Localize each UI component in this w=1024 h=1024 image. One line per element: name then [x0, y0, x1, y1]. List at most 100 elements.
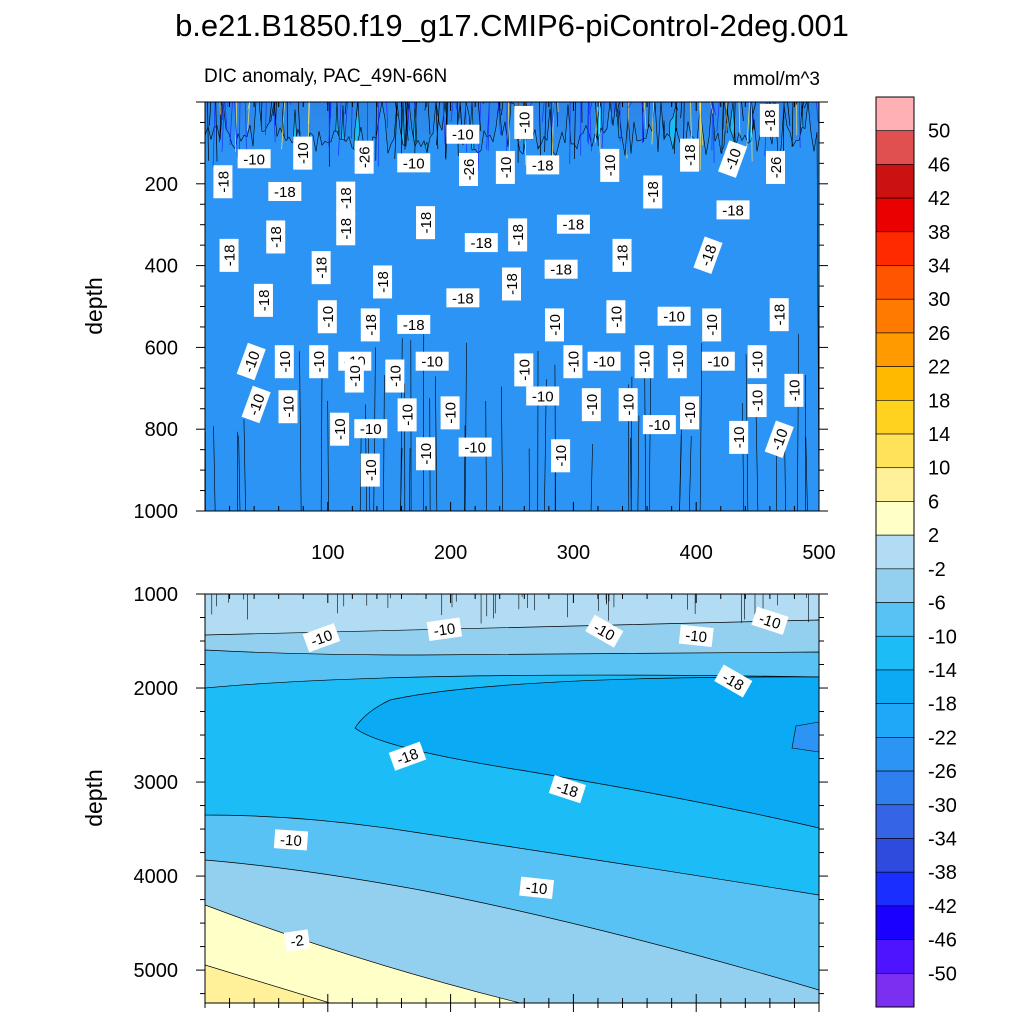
upper-contour-label-box — [502, 267, 521, 301]
upper-surface-streak — [699, 102, 701, 146]
upper-contour-label: -10 — [563, 345, 583, 379]
upper-contour-label-text: -18 — [510, 224, 527, 246]
upper-contour-label: -10 — [354, 419, 388, 439]
upper-contour-label-text: -10 — [332, 418, 349, 440]
upper-contour-label-text: -10 — [553, 445, 570, 467]
upper-deep-streak — [805, 437, 808, 511]
upper-contour-label-box — [563, 345, 583, 379]
lower-contour-label-box — [585, 614, 624, 648]
upper-deep-streak — [501, 386, 503, 511]
upper-contour-label-text: -18 — [338, 218, 355, 240]
upper-deep-streak — [699, 343, 703, 511]
colorbar-tick-label: 22 — [928, 357, 950, 379]
upper-contour-label-box — [446, 124, 480, 144]
upper-surface-streak — [628, 102, 632, 108]
upper-contour-label: -10 — [309, 345, 329, 379]
upper-contour-label-box — [336, 181, 356, 215]
upper-contour-label-text: -18 — [375, 271, 392, 293]
upper-contour-label-box — [373, 265, 393, 299]
upper-surface-streak — [726, 102, 729, 124]
colorbar-tick-label: 50 — [928, 121, 950, 143]
upper-contour-label: -18 — [612, 238, 632, 272]
upper-contour-label-box — [606, 300, 626, 334]
upper-contour-label-text: -26 — [768, 157, 785, 179]
upper-contour-label-box — [747, 345, 767, 379]
colorbar-swatch — [875, 467, 915, 502]
colorbar-tick-label: 34 — [928, 256, 950, 278]
upper-surface-streak — [427, 102, 431, 135]
upper-contour-label: -18 — [643, 175, 663, 209]
upper-contour-label: -10 — [458, 437, 492, 457]
upper-surface-streak — [712, 102, 715, 163]
upper-contour-label-text: -18 — [645, 181, 662, 203]
upper-contour-label: -18 — [416, 206, 436, 240]
upper-contour-label: -18 — [446, 288, 480, 308]
upper-surface-streak — [487, 102, 490, 151]
upper-surface-streak — [375, 102, 377, 161]
upper-contour-label: -10 — [680, 396, 700, 430]
upper-deep-streak — [359, 425, 362, 511]
upper-contour-label-box — [330, 412, 350, 446]
upper-contour-label-box — [759, 103, 779, 137]
colorbar-swatch — [875, 568, 915, 603]
upper-surface-streak — [699, 102, 704, 146]
upper-contour-label: -18 — [311, 251, 331, 285]
upper-contour-label-box — [514, 353, 534, 387]
upper-contour-label-text: -10 — [621, 394, 638, 416]
upper-surface-streak — [680, 102, 683, 119]
upper-surface-streak — [229, 102, 233, 146]
colorbar-swatch — [875, 298, 915, 334]
upper-surface-streak — [212, 102, 216, 168]
upper-y-tick-label: 1000 — [134, 501, 179, 523]
upper-y-tick-label: 600 — [145, 337, 178, 359]
upper-contour-label-text: -10 — [768, 426, 791, 452]
upper-contour-label-text: -10 — [637, 351, 654, 373]
upper-surface-streak — [435, 102, 439, 150]
upper-deep-streak — [797, 333, 800, 511]
upper-y-tick-label: 400 — [145, 256, 178, 278]
upper-surface-streak — [224, 102, 228, 130]
upper-surface-streak — [752, 102, 757, 115]
lower-plot-frame — [204, 593, 820, 1004]
upper-contour-label-text: -10 — [498, 157, 515, 179]
upper-contour-label-box — [526, 386, 560, 406]
upper-surface-streak — [207, 102, 209, 161]
upper-surface-streak — [234, 102, 238, 158]
upper-contour-label: -18 — [526, 155, 560, 175]
upper-contour-label-box — [236, 342, 266, 381]
upper-contour-label: -10 — [634, 345, 654, 379]
units-label: mmol/m^3 — [733, 69, 820, 90]
upper-contour-label-box — [416, 206, 436, 240]
upper-y-axis-label: depth — [81, 277, 107, 335]
upper-contour-label-text: -18 — [762, 110, 779, 132]
upper-contour-label-text: -10 — [347, 365, 364, 387]
upper-contour-label-text: -10 — [363, 459, 380, 481]
upper-contour-label-box — [495, 150, 515, 184]
upper-contour-label: -10 — [293, 136, 313, 170]
upper-contour-label: -10 — [274, 345, 294, 379]
colorbar-swatch — [875, 96, 915, 132]
upper-contour-label-text: -10 — [240, 349, 263, 375]
upper-contour-labels: -10-10 -18-10 -10 -26 -10 -26 -10 -18 -10 -18 -10-… — [213, 103, 804, 487]
upper-contour-label-text: -18 — [363, 314, 380, 336]
upper-contour-label-box — [397, 314, 431, 334]
upper-contour-label-text: -18 — [452, 290, 474, 307]
lower-contour-labels: -10 -10 -10 -10-10-18-18-18-10-10-2 — [273, 606, 789, 952]
colorbar-tick-label: -50 — [928, 963, 957, 985]
colorbar-swatch — [875, 737, 915, 772]
upper-surface-streak — [247, 102, 251, 131]
upper-contour-label-box — [266, 220, 286, 254]
upper-contour-label-box — [309, 345, 329, 379]
colorbar-swatch — [875, 669, 915, 704]
upper-contour-label: -18 — [336, 212, 356, 246]
upper-contour-label: -18 — [716, 200, 750, 220]
lower-panel: 1000 2000 3000 4000 5000 -10 -10 -10 -10 -10 -18 -… — [81, 584, 828, 1012]
upper-contour-label-text: -18 — [314, 257, 331, 279]
upper-contour-label-box — [581, 388, 601, 422]
upper-contour-label-box — [556, 214, 590, 234]
upper-contour-label-text: -18 — [256, 290, 273, 312]
upper-contour-label-text: -18 — [274, 184, 296, 201]
upper-contour-label-box — [766, 150, 786, 184]
colorbar-swatch — [875, 265, 915, 300]
upper-contour-lines — [205, 102, 819, 511]
